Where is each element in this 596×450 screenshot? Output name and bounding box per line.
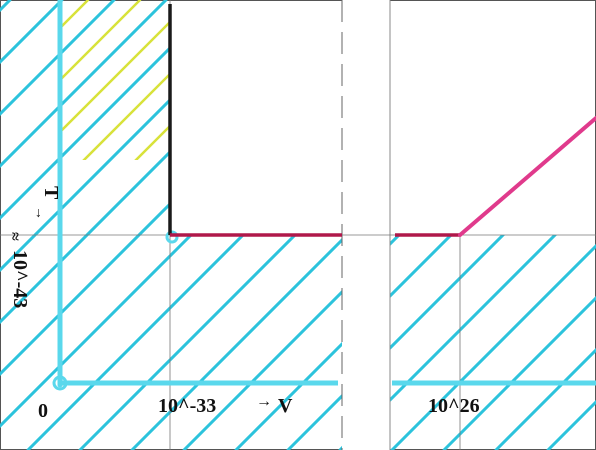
t-axis-label: T <box>40 186 62 200</box>
t-arrow-icon: → <box>32 206 47 220</box>
hatch-line <box>182 289 342 450</box>
hatch-line <box>60 0 142 82</box>
t-value-label: 10^-43 <box>9 250 31 308</box>
v-arrow-icon: → <box>256 393 272 410</box>
hatch-line <box>130 237 342 450</box>
hatch-line <box>0 51 60 117</box>
hatch-line <box>60 45 170 161</box>
hatch-line <box>136 201 170 235</box>
hatch-line <box>0 0 10 450</box>
hatch-line <box>0 0 12 13</box>
hatch-line <box>0 363 60 429</box>
origin-marker <box>52 375 68 391</box>
hatch-line <box>60 20 170 134</box>
v-value-1-label: 10^-33 <box>158 395 216 417</box>
v-value-2-label: 10^26 <box>428 395 480 417</box>
hatch-line <box>0 0 36 450</box>
boundary-diagonal <box>458 116 596 237</box>
hatch-line <box>442 295 596 450</box>
t-approx-symbol: ≈ <box>6 232 23 241</box>
hatch-line <box>60 235 246 421</box>
v-axis-label: V <box>278 395 293 417</box>
hatch-line <box>0 0 10 450</box>
hatch-line <box>390 235 558 403</box>
hatch-line <box>234 341 342 450</box>
hatch-line <box>78 235 298 450</box>
hatch-line <box>390 243 596 450</box>
axis-break-gap <box>342 0 390 450</box>
hatch-line <box>84 149 170 235</box>
hatch-line <box>60 0 168 109</box>
corner-marker <box>165 230 179 244</box>
hatch-line <box>494 347 596 450</box>
hatch-line <box>0 207 60 273</box>
origin-label: 0 <box>38 400 48 422</box>
hatch-line <box>0 0 10 450</box>
